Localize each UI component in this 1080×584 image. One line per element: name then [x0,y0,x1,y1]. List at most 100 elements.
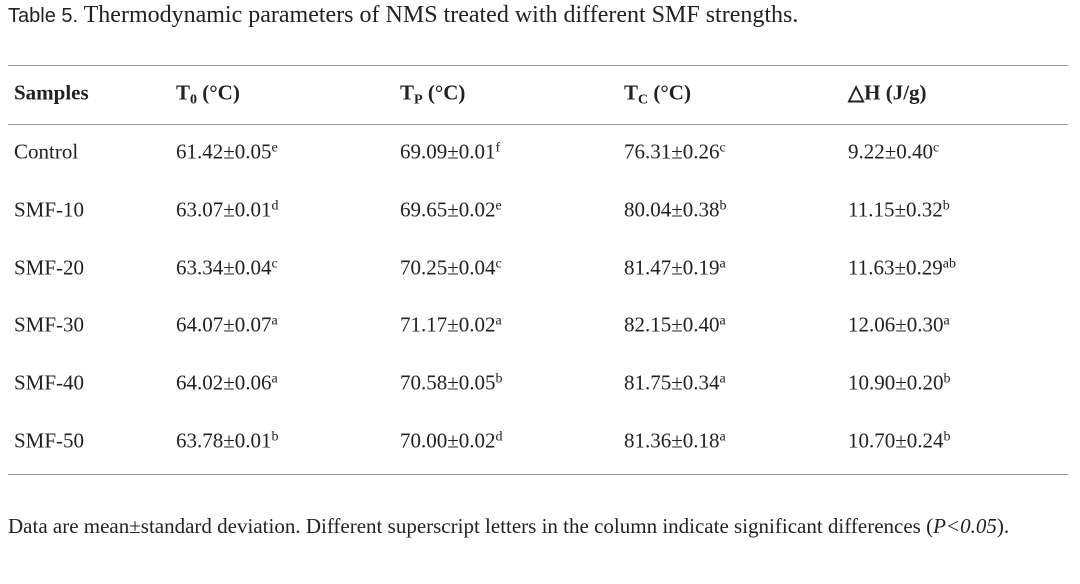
cell-superscript: f [495,140,501,156]
cell-value: 63.07±0.01 [176,197,272,222]
header-unit: (°C) [653,80,691,105]
table-cell: 10.70±0.24b [848,429,951,454]
table-cell: 70.25±0.04c [400,255,502,280]
cell-value: 63.78±0.01 [176,428,272,453]
cell-superscript: b [943,371,951,387]
top-rule [8,65,1068,66]
cell-value: 61.42±0.05 [176,139,272,164]
table-cell: 71.17±0.02a [400,313,502,338]
footnote: Data are mean±standard deviation. Differ… [8,505,1068,547]
cell-superscript: b [942,198,950,214]
caption-text: Thermodynamic parameters of NMS treated … [83,2,799,28]
caption: Table 5. Thermodynamic parameters of NMS… [8,2,798,29]
table-cell: SMF-50 [14,428,85,453]
cell-superscript: a [943,313,950,329]
cell-superscript: b [271,429,279,445]
cell-value: 64.02±0.06 [176,370,272,395]
cell-value: 12.06±0.30 [848,312,944,337]
cell-value: 63.34±0.04 [176,255,272,280]
cell-value: 82.15±0.40 [624,312,720,337]
cell-superscript: b [943,429,951,445]
cell-superscript: c [495,256,502,272]
header-text: T [624,80,639,105]
cell-superscript: e [271,140,278,156]
cell-superscript: a [271,313,278,329]
table-cell: 69.09±0.01f [400,140,500,165]
cell-value: 64.07±0.07 [176,312,272,337]
table-cell: 81.47±0.19a [624,255,726,280]
cell-value: 70.58±0.05 [400,370,496,395]
header-cell: Samples [14,81,89,106]
note-text: Data are mean±standard deviation. Differ… [8,514,934,538]
header-text: △H (J/g) [848,80,927,105]
cell-superscript: d [271,198,279,214]
header-text: T [400,80,415,105]
table-cell: SMF-30 [14,312,85,337]
table-cell: 61.42±0.05e [176,140,278,165]
cell-superscript: a [719,256,726,272]
note-italic: P<0.05 [933,514,997,538]
cell-value: 69.65±0.02 [400,197,496,222]
cell-superscript: c [271,256,278,272]
table-cell: 80.04±0.38b [624,197,727,222]
cell-value: 76.31±0.26 [624,139,720,164]
header-text: Samples [14,80,89,105]
cell-value: 81.47±0.19 [624,255,720,280]
note-text: ). [996,514,1010,538]
table-cell: 63.78±0.01b [176,429,279,454]
cell-superscript: d [495,429,503,445]
table-cell: 70.58±0.05b [400,371,503,396]
cell-superscript: e [495,198,502,214]
bottom-rule [8,474,1068,475]
table-cell: 9.22±0.40c [848,140,939,165]
cell-superscript: ab [942,256,956,272]
cell-value: 9.22±0.40 [848,139,934,164]
header-text: T [176,80,191,105]
table-cell: 82.15±0.40a [624,313,726,338]
cell-superscript: b [495,371,503,387]
table-cell: 63.07±0.01d [176,197,279,222]
header-subscript: P [414,92,423,108]
table-cell: 12.06±0.30a [848,313,950,338]
table-cell: SMF-10 [14,197,85,222]
cell-superscript: a [719,429,726,445]
cell-superscript: b [719,198,727,214]
table-cell: SMF-40 [14,370,85,395]
cell-value: 70.25±0.04 [400,255,496,280]
header-subscript: C [638,92,649,108]
cell-value: 80.04±0.38 [624,197,720,222]
table-cell: 70.00±0.02d [400,429,503,454]
cell-superscript: a [495,313,502,329]
table-cell: 81.75±0.34a [624,371,726,396]
header-unit: (°C) [202,80,240,105]
table-cell: 69.65±0.02e [400,197,502,222]
table-cell: Control [14,139,79,164]
cell-value: 10.90±0.20 [848,370,944,395]
table-cell: 10.90±0.20b [848,371,951,396]
header-cell: △H (J/g) [848,81,927,106]
header-unit: (°C) [427,80,466,105]
header-cell: TC (°C) [624,80,691,108]
table-cell: 11.15±0.32b [848,197,950,222]
header-cell: T0 (°C) [176,80,240,108]
cell-value: 11.63±0.29 [848,255,943,280]
header-cell: TP (°C) [400,80,466,108]
header-subscript: 0 [190,92,198,108]
table-cell: 11.63±0.29ab [848,255,956,280]
caption-label: Table 5. [8,5,79,27]
cell-value: 71.17±0.02 [400,312,496,337]
cell-superscript: c [719,140,726,156]
table-cell: 81.36±0.18a [624,429,726,454]
table-cell: 76.31±0.26c [624,140,726,165]
table-cell: SMF-20 [14,255,85,280]
cell-value: 10.70±0.24 [848,428,944,453]
table-cell: 64.02±0.06a [176,371,278,396]
cell-value: 70.00±0.02 [400,428,496,453]
cell-superscript: c [933,140,940,156]
table-cell: 64.07±0.07a [176,313,278,338]
cell-superscript: a [719,371,726,387]
cell-value: 81.36±0.18 [624,428,720,453]
cell-value: 11.15±0.32 [848,197,943,222]
cell-superscript: a [719,313,726,329]
